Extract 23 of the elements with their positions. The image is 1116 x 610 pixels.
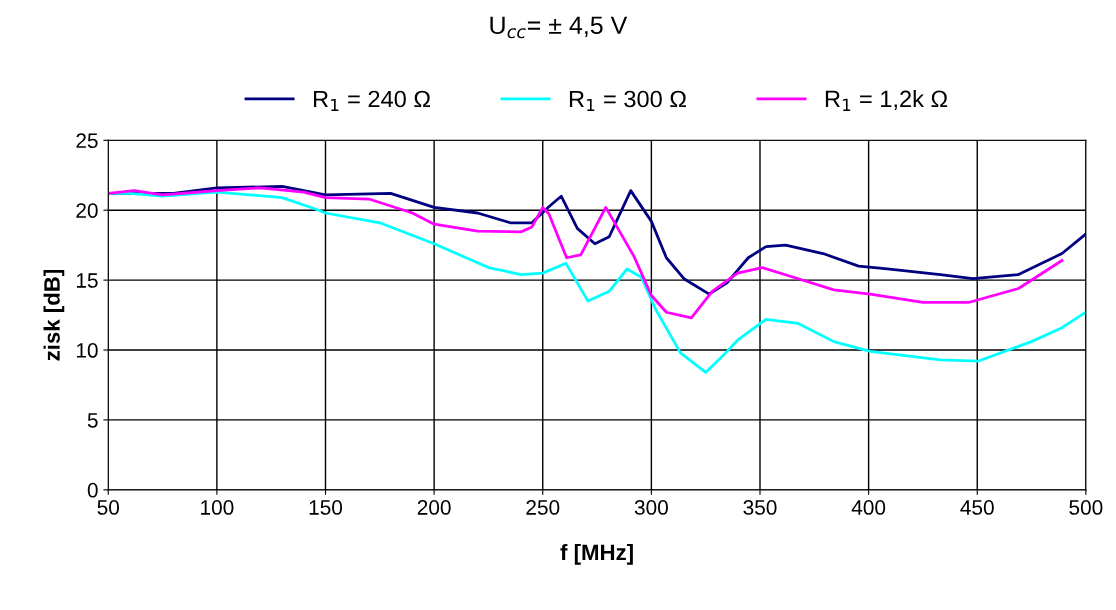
x-tick-label: 350	[743, 500, 777, 515]
x-tick-label: 100	[201, 500, 234, 515]
y-tick-label: 15	[76, 273, 98, 288]
y-tick-label: 5	[87, 413, 98, 428]
x-tick-label: 300	[634, 500, 668, 515]
legend-label: R$_{1}$ = 300 Ω	[569, 90, 686, 111]
y-tick-label: 0	[87, 482, 98, 498]
x-tick-label: 150	[309, 500, 343, 515]
x-tick-label: 50	[97, 500, 120, 515]
x-tick-label: 200	[417, 500, 451, 515]
x-tick-label: 450	[960, 500, 994, 515]
legend-label: R$_{1}$ = 240 Ω	[314, 90, 431, 111]
x-tick-label: 400	[851, 500, 886, 515]
x-tick-label: 500	[1069, 500, 1103, 515]
x-tick-label: 250	[526, 500, 560, 515]
x-axis-title: f [MHz]	[560, 543, 633, 565]
y-tick-label: 25	[76, 133, 98, 149]
chart-title: U$_{cc}$= ± 4,5 V	[490, 16, 628, 39]
line-series	[108, 186, 1064, 320]
legend-label: R$_{1}$ = 1,2k Ω	[825, 89, 948, 111]
y-tick-label: 20	[76, 203, 98, 218]
y-axis-title: zisk [dB]	[43, 270, 65, 361]
y-tick-label: 10	[76, 343, 98, 358]
